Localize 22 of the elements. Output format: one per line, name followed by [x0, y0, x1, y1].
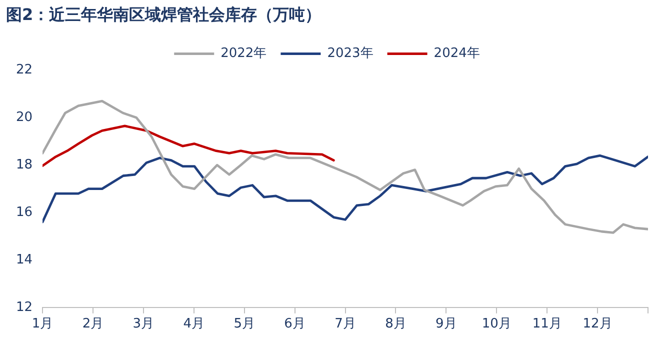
- y-tick-label: 12: [16, 300, 33, 315]
- x-tick-label: 6月: [284, 316, 306, 332]
- x-tick-label: 8月: [385, 316, 406, 332]
- legend-label: 2024年: [434, 46, 480, 62]
- x-tick-label: 2月: [82, 316, 104, 332]
- legend-label: 2022年: [220, 46, 267, 62]
- chart-title: 图2：近三年华南区域焊管社会库存（万吨）: [6, 4, 322, 24]
- y-tick-label: 20: [16, 110, 33, 126]
- x-tick-label: 11月: [532, 316, 562, 332]
- x-tick-label: 3月: [132, 316, 154, 332]
- x-tick-label: 9月: [436, 316, 457, 332]
- x-tick-label: 4月: [183, 316, 205, 332]
- y-tick-label: 16: [16, 204, 33, 220]
- y-tick-label: 14: [16, 252, 33, 268]
- x-tick-label: 12月: [582, 316, 612, 332]
- y-tick-label: 18: [16, 157, 33, 172]
- x-tick-label: 5月: [234, 316, 255, 332]
- legend-label: 2023年: [327, 46, 374, 62]
- x-tick-label: 7月: [334, 316, 356, 332]
- x-tick-label: 1月: [32, 316, 54, 332]
- x-tick-label: 10月: [482, 316, 512, 332]
- y-tick-label: 22: [16, 62, 33, 78]
